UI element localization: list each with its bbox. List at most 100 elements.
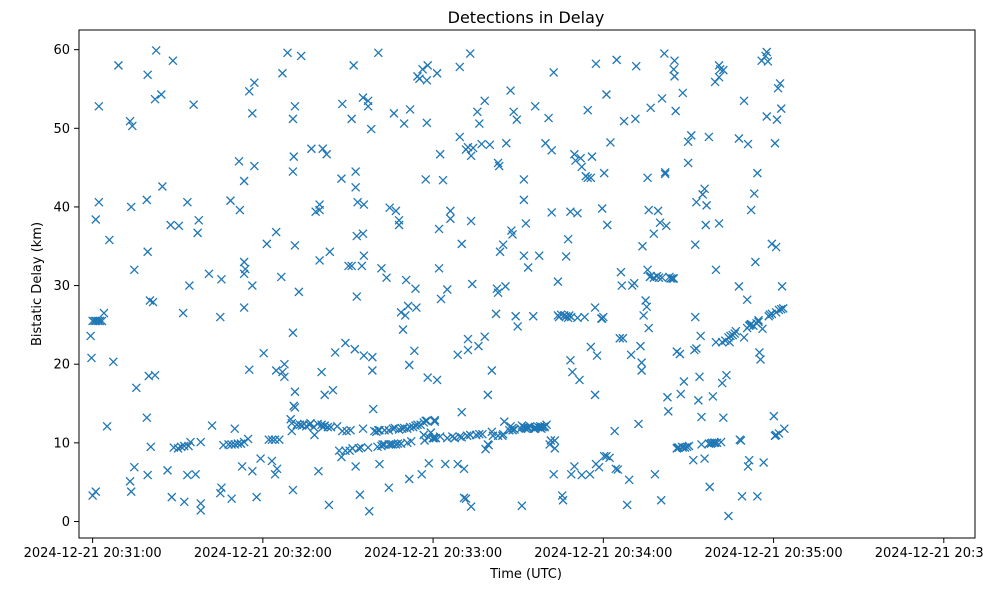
data-point — [402, 424, 412, 434]
data-point — [668, 274, 678, 283]
data-point — [404, 474, 414, 484]
data-point — [763, 56, 773, 66]
data-point — [271, 227, 281, 237]
data-point — [577, 470, 587, 480]
data-point — [530, 101, 540, 111]
data-point — [196, 506, 206, 515]
data-point — [247, 281, 257, 291]
x-axis: 2024-12-21 20:31:00 2024-12-21 20:32:00 20… — [24, 538, 983, 561]
data-point — [715, 64, 725, 74]
data-point — [148, 297, 158, 307]
data-point — [702, 200, 712, 210]
data-point — [436, 294, 446, 304]
data-point — [432, 375, 442, 385]
data-point — [650, 469, 660, 479]
data-point — [506, 86, 516, 96]
data-point — [716, 437, 726, 447]
data-point — [91, 215, 101, 224]
data-point — [653, 206, 663, 216]
data-point — [765, 310, 775, 320]
data-point — [399, 119, 409, 129]
data-point — [700, 454, 710, 464]
data-point — [701, 220, 711, 230]
data-point — [142, 195, 152, 205]
data-point — [344, 261, 353, 271]
data-point — [87, 353, 96, 363]
data-point — [480, 332, 490, 342]
data-point — [279, 372, 289, 382]
data-point — [565, 355, 575, 365]
data-point — [306, 144, 316, 154]
data-points — [86, 45, 789, 521]
data-point — [474, 341, 483, 351]
data-point — [256, 454, 266, 464]
data-point — [718, 413, 728, 423]
y-axis-label: Bistatic Delay (km) — [30, 222, 45, 346]
data-point — [742, 295, 752, 305]
data-point — [288, 114, 298, 124]
x-tick-label: 2024-12-21 20:31:00 — [24, 546, 162, 561]
data-point — [356, 443, 366, 453]
data-point — [679, 377, 689, 386]
data-point — [610, 426, 620, 436]
data-point — [363, 96, 373, 106]
data-point — [465, 49, 475, 59]
data-point — [249, 161, 259, 171]
data-point — [354, 443, 364, 453]
data-point — [778, 303, 788, 313]
data-point — [196, 498, 206, 508]
data-point — [127, 121, 137, 131]
x-tick-label: 2024-12-21 20:36:00 — [875, 546, 983, 561]
data-point — [523, 422, 533, 432]
data-point — [434, 263, 444, 273]
data-point — [463, 345, 473, 355]
data-point — [406, 436, 416, 446]
x-tick-label: 2024-12-21 20:32:00 — [194, 546, 332, 561]
data-point — [646, 103, 656, 113]
data-point — [762, 47, 772, 57]
data-point — [442, 285, 452, 294]
data-point — [352, 292, 362, 302]
data-point — [462, 431, 472, 441]
data-point — [602, 220, 612, 230]
data-point — [143, 70, 153, 80]
data-point — [271, 366, 281, 375]
data-point — [423, 60, 433, 70]
data-point — [630, 114, 640, 124]
data-point — [350, 344, 360, 354]
data-point — [288, 167, 298, 177]
data-point — [317, 420, 327, 430]
data-point — [455, 432, 465, 442]
data-point — [655, 218, 665, 228]
data-point — [430, 415, 440, 425]
data-point — [767, 239, 777, 249]
data-point — [455, 62, 465, 72]
data-point — [288, 328, 298, 338]
data-point — [477, 139, 487, 149]
data-point — [493, 431, 503, 441]
data-point — [421, 416, 431, 426]
data-point — [94, 101, 104, 111]
data-point — [445, 206, 455, 216]
data-point — [567, 367, 577, 377]
data-point — [415, 74, 424, 84]
data-point — [95, 316, 105, 326]
data-point — [376, 263, 386, 273]
data-point — [184, 281, 194, 291]
data-point — [424, 458, 434, 468]
data-point — [575, 375, 584, 385]
data-point — [277, 68, 287, 78]
data-point — [457, 407, 467, 417]
data-point — [659, 49, 669, 59]
data-point — [411, 284, 420, 294]
data-point — [752, 491, 762, 501]
data-point — [643, 265, 653, 275]
data-point — [739, 96, 749, 106]
data-point — [207, 421, 217, 431]
data-point — [270, 469, 280, 479]
data-point — [547, 207, 557, 217]
data-point — [108, 357, 118, 367]
data-point — [283, 48, 292, 58]
data-point — [289, 152, 299, 162]
x-tick-label: 2024-12-21 20:33:00 — [364, 546, 502, 561]
